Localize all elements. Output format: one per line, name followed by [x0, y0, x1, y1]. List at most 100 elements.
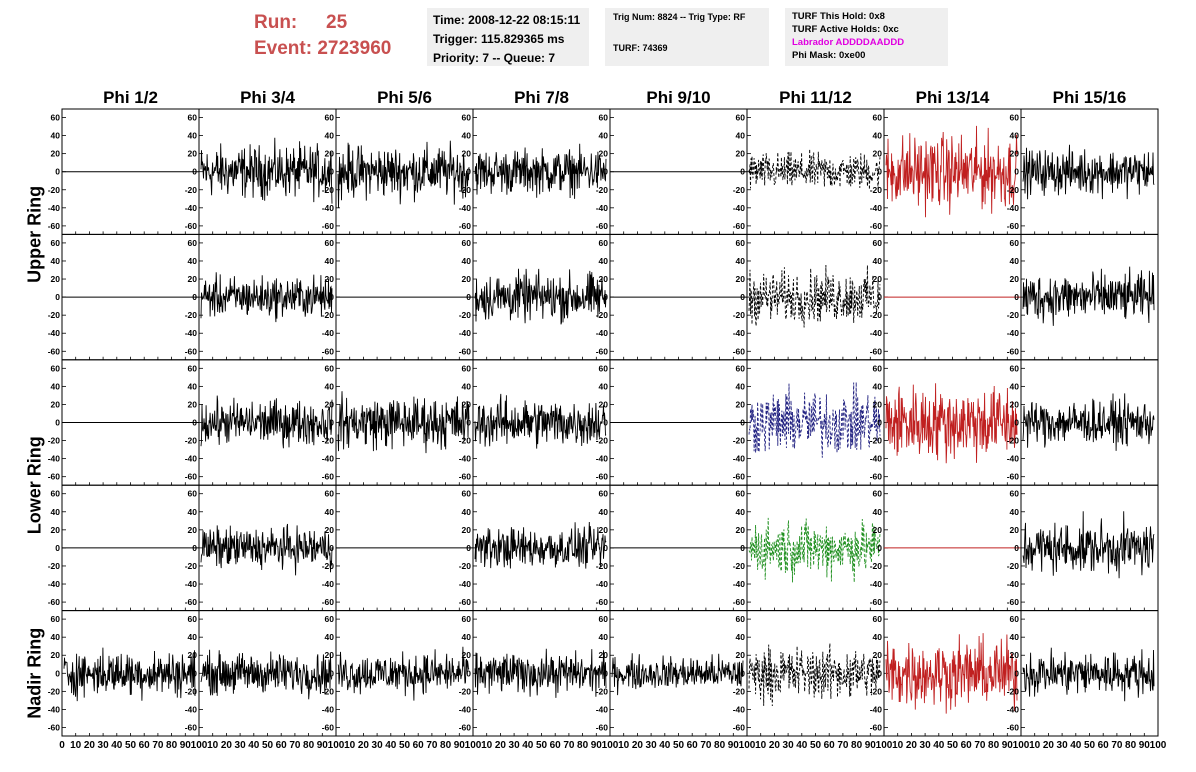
y-tick-label: -60 — [1007, 346, 1020, 356]
y-tick-label: -60 — [459, 722, 472, 732]
x-tick-label: 100 — [1013, 740, 1030, 751]
y-tick-label: 0 — [603, 668, 608, 678]
y-tick-label: 20 — [188, 399, 198, 409]
y-tick-label: 20 — [599, 274, 609, 284]
waveform-trace — [748, 264, 881, 328]
y-tick-label: -20 — [870, 185, 883, 195]
y-tick-label: 60 — [873, 363, 883, 373]
x-tick-label: 30 — [372, 740, 384, 751]
y-tick-label: -60 — [1007, 472, 1020, 482]
y-tick-label: 0 — [329, 418, 334, 428]
y-tick-label: 40 — [599, 507, 609, 517]
y-tick-label: 0 — [877, 292, 882, 302]
y-tick-label: -60 — [322, 722, 335, 732]
y-tick-label: -40 — [870, 579, 883, 589]
x-tick-label: 30 — [783, 740, 795, 751]
x-tick-label: 40 — [522, 740, 534, 751]
y-tick-label: -20 — [733, 561, 746, 571]
x-tick-label: 20 — [358, 740, 370, 751]
y-tick-label: 20 — [599, 525, 609, 535]
y-tick-label: -40 — [48, 203, 61, 213]
y-tick-label: 40 — [1010, 507, 1020, 517]
column-title: Phi 3/4 — [240, 88, 295, 107]
x-tick-label: 60 — [276, 740, 288, 751]
y-tick-label: 40 — [462, 256, 472, 266]
y-tick-label: -40 — [185, 579, 198, 589]
x-tick-label: 20 — [632, 740, 644, 751]
column-title: Phi 13/14 — [916, 88, 990, 107]
y-tick-label: 0 — [740, 668, 745, 678]
y-tick-label: -60 — [185, 221, 198, 231]
y-tick-label: 40 — [51, 381, 61, 391]
x-tick-label: 80 — [440, 740, 452, 751]
waveform-trace — [885, 125, 1018, 218]
y-tick-label: -20 — [733, 436, 746, 446]
x-tick-label: 100 — [1150, 740, 1167, 751]
y-tick-label: -40 — [322, 579, 335, 589]
x-tick-label: 30 — [1057, 740, 1069, 751]
y-tick-label: 0 — [466, 292, 471, 302]
x-tick-label: 80 — [1125, 740, 1137, 751]
time-line: Time: 2008-12-22 08:15:11 — [433, 13, 581, 27]
y-tick-label: 0 — [466, 167, 471, 177]
y-tick-label: 40 — [873, 131, 883, 141]
x-tick-label: 20 — [221, 740, 233, 751]
y-tick-label: 60 — [325, 363, 335, 373]
x-tick-label: 60 — [824, 740, 836, 751]
y-tick-label: 20 — [462, 399, 472, 409]
y-tick-label: -20 — [870, 436, 883, 446]
y-tick-label: 20 — [873, 525, 883, 535]
y-tick-label: -60 — [733, 221, 746, 231]
y-tick-label: 0 — [877, 167, 882, 177]
y-tick-label: -60 — [48, 346, 61, 356]
y-tick-label: -20 — [870, 310, 883, 320]
y-tick-label: 0 — [603, 167, 608, 177]
x-tick-label: 50 — [536, 740, 548, 751]
y-tick-label: 20 — [873, 149, 883, 159]
x-tick-label: 90 — [1002, 740, 1014, 751]
y-tick-label: -60 — [596, 221, 609, 231]
waveform-trace — [337, 391, 470, 454]
x-tick-label: 10 — [344, 740, 356, 751]
y-tick-label: -60 — [185, 597, 198, 607]
time-info-box: Time: 2008-12-22 08:15:11 Trigger: 115.8… — [427, 8, 589, 66]
y-tick-label: -20 — [870, 686, 883, 696]
y-tick-label: -40 — [1007, 328, 1020, 338]
waveform-trace — [748, 643, 881, 707]
y-tick-label: 20 — [736, 650, 746, 660]
y-tick-label: 40 — [51, 632, 61, 642]
y-tick-label: 20 — [599, 149, 609, 159]
y-tick-label: -40 — [185, 328, 198, 338]
y-tick-label: -60 — [185, 346, 198, 356]
x-tick-label: 90 — [180, 740, 192, 751]
y-tick-label: 40 — [462, 131, 472, 141]
x-tick-label: 10 — [892, 740, 904, 751]
waveform-trace — [885, 383, 1018, 464]
y-tick-label: -60 — [733, 472, 746, 482]
x-tick-label: 70 — [837, 740, 849, 751]
y-tick-label: 40 — [599, 381, 609, 391]
y-tick-label: -60 — [322, 221, 335, 231]
y-tick-label: 20 — [736, 149, 746, 159]
y-tick-label: -60 — [322, 472, 335, 482]
event-label: Event: — [254, 38, 313, 59]
row-title: Lower Ring — [25, 436, 45, 534]
y-tick-label: -60 — [48, 597, 61, 607]
x-tick-label: 40 — [933, 740, 945, 751]
y-tick-label: -40 — [596, 203, 609, 213]
y-tick-label: 40 — [462, 632, 472, 642]
y-tick-label: 60 — [736, 113, 746, 123]
y-tick-label: 60 — [188, 489, 198, 499]
y-tick-label: -20 — [459, 185, 472, 195]
y-tick-label: 40 — [1010, 131, 1020, 141]
y-tick-label: 20 — [462, 274, 472, 284]
x-tick-label: 10 — [70, 740, 82, 751]
y-tick-label: 40 — [736, 632, 746, 642]
y-tick-label: -20 — [459, 436, 472, 446]
row-title: Nadir Ring — [25, 628, 45, 719]
y-tick-label: -60 — [733, 597, 746, 607]
y-tick-label: -60 — [1007, 597, 1020, 607]
y-tick-label: 20 — [325, 525, 335, 535]
x-tick-label: 90 — [1139, 740, 1151, 751]
